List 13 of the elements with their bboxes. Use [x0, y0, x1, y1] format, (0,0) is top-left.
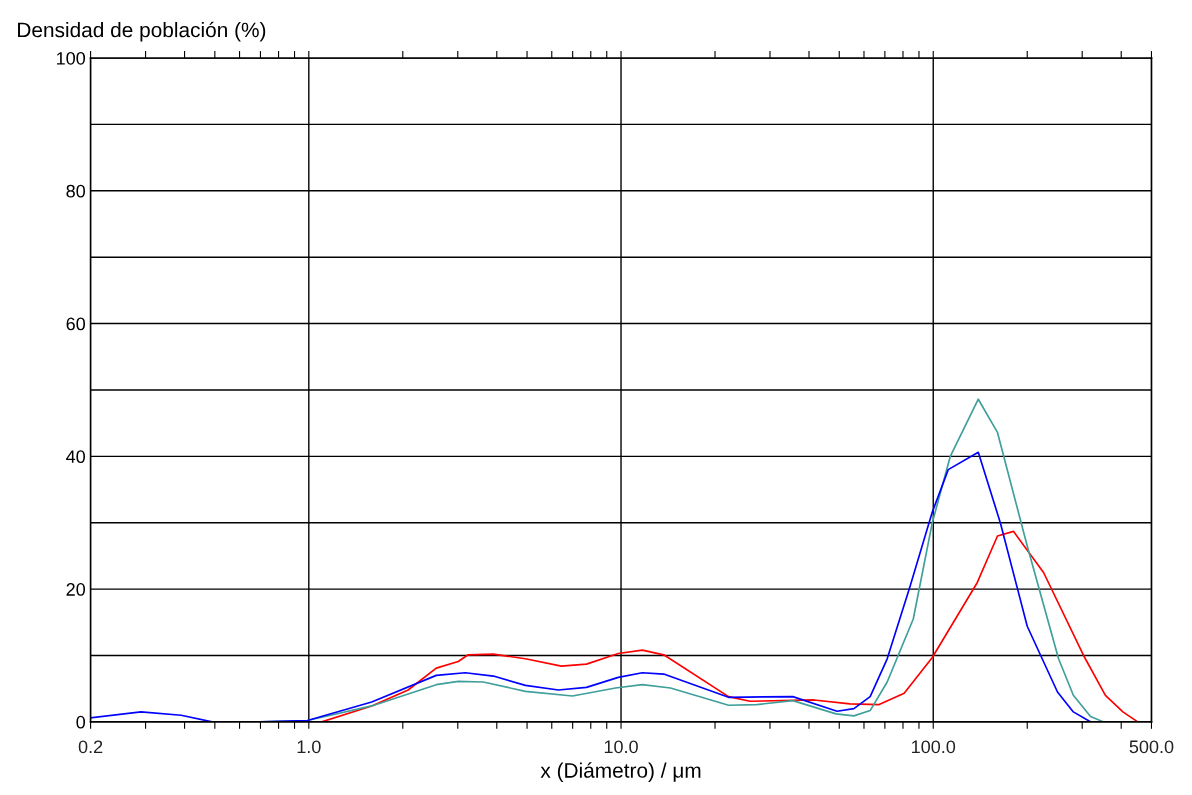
x-tick-label: 10.0 — [604, 740, 638, 754]
y-tick-label: 60 — [66, 317, 86, 331]
y-tick-label: 40 — [66, 450, 86, 464]
x-tick-label: 100.0 — [912, 740, 956, 754]
y-tick-label: 20 — [66, 583, 86, 596]
y-tick-label: 100 — [56, 51, 86, 65]
y-tick-label: 0 — [76, 715, 86, 729]
y-axis-title: Densidad de población (%) — [18, 21, 266, 42]
x-axis-title: x (Diámetro) / μm — [540, 762, 701, 782]
y-tick-label: 80 — [66, 184, 86, 198]
x-tick-label: 0.2 — [78, 740, 103, 754]
x-tick-label: 500.0 — [1129, 740, 1174, 754]
x-tick-label: 1.0 — [297, 740, 321, 754]
